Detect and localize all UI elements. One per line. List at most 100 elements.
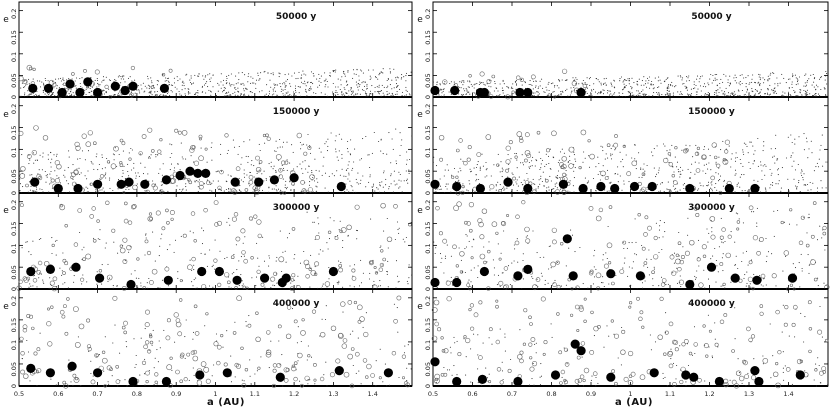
small-dot	[593, 276, 596, 278]
small-dot	[823, 282, 825, 284]
small-dot	[796, 186, 798, 188]
small-dot	[722, 185, 724, 187]
open-circle	[489, 184, 495, 190]
small-dot	[50, 177, 52, 179]
small-dot	[26, 241, 28, 243]
open-circle	[613, 142, 619, 148]
small-dot	[756, 89, 758, 91]
small-dot	[531, 95, 533, 97]
small-dot	[736, 156, 738, 159]
small-dot	[220, 87, 222, 89]
small-dot	[463, 81, 465, 83]
small-dot	[405, 75, 407, 77]
small-dot	[312, 83, 314, 85]
small-dot	[464, 90, 466, 92]
small-dot	[241, 83, 243, 85]
small-dot	[716, 84, 718, 86]
open-circle	[217, 282, 222, 288]
small-dot	[590, 92, 592, 94]
small-dot	[723, 179, 725, 181]
small-dot	[623, 83, 625, 85]
small-dot	[36, 384, 38, 387]
y-tick-label: 0.2	[10, 104, 18, 114]
small-dot	[209, 80, 211, 82]
small-dot	[318, 253, 320, 255]
y-tick-label: 0.15	[10, 318, 18, 332]
small-dot	[336, 92, 338, 94]
open-circle	[113, 145, 119, 152]
open-circle	[340, 301, 346, 307]
small-dot	[802, 176, 804, 179]
small-dot	[521, 154, 523, 156]
small-dot	[234, 321, 236, 323]
open-circle	[22, 324, 28, 330]
small-dot	[235, 83, 237, 85]
open-circle	[302, 189, 308, 195]
small-dot	[173, 82, 176, 84]
small-dot	[444, 81, 446, 83]
small-dot	[177, 163, 179, 165]
open-circle	[179, 354, 184, 359]
small-dot	[762, 285, 764, 287]
small-dot	[635, 241, 637, 243]
small-dot	[610, 155, 612, 157]
large-body	[450, 85, 460, 96]
open-circle	[18, 130, 24, 136]
small-dot	[610, 153, 612, 155]
small-dot	[70, 381, 72, 383]
open-circle	[126, 245, 132, 251]
small-dot	[460, 259, 462, 261]
open-circle	[213, 200, 219, 205]
small-dot	[192, 367, 194, 369]
small-dot	[473, 92, 475, 94]
small-dot	[658, 167, 660, 169]
open-circle	[111, 228, 116, 233]
small-dot	[595, 78, 598, 80]
small-dot	[193, 93, 196, 95]
small-dot	[93, 168, 95, 170]
small-dot	[643, 265, 645, 267]
small-dot	[95, 156, 97, 158]
small-dot	[80, 85, 82, 88]
small-dot	[769, 93, 771, 95]
small-dot	[772, 182, 774, 184]
open-circle	[442, 79, 448, 85]
open-circle	[132, 184, 138, 191]
small-dot	[467, 92, 469, 94]
small-dot	[586, 87, 588, 89]
open-circle	[191, 145, 196, 150]
small-dot	[295, 95, 297, 97]
small-dot	[353, 73, 355, 75]
open-circle	[641, 172, 646, 176]
small-dot	[623, 80, 625, 82]
open-circle	[297, 352, 303, 359]
small-dot	[457, 180, 459, 182]
open-circle	[677, 241, 682, 245]
small-dot	[808, 217, 810, 219]
small-dot	[232, 139, 234, 141]
small-dot	[256, 242, 258, 244]
small-dot	[369, 75, 371, 77]
small-dot	[378, 285, 380, 287]
open-circle	[179, 298, 183, 302]
small-dot	[281, 270, 283, 273]
small-dot	[259, 78, 261, 80]
small-dot	[512, 83, 514, 85]
small-dot	[556, 85, 558, 87]
small-dot	[803, 89, 805, 92]
small-dot	[90, 95, 92, 97]
small-dot	[631, 86, 633, 88]
small-dot	[466, 90, 468, 92]
small-dot	[574, 79, 576, 81]
small-dot	[34, 191, 36, 193]
open-circle	[343, 371, 350, 378]
small-dot	[767, 251, 770, 253]
small-dot	[338, 150, 340, 152]
large-body	[161, 175, 171, 185]
small-dot	[282, 93, 284, 95]
open-circle	[483, 260, 487, 265]
open-circle	[290, 278, 295, 282]
small-dot	[527, 178, 529, 180]
small-dot	[696, 75, 699, 77]
small-dot	[401, 74, 403, 76]
